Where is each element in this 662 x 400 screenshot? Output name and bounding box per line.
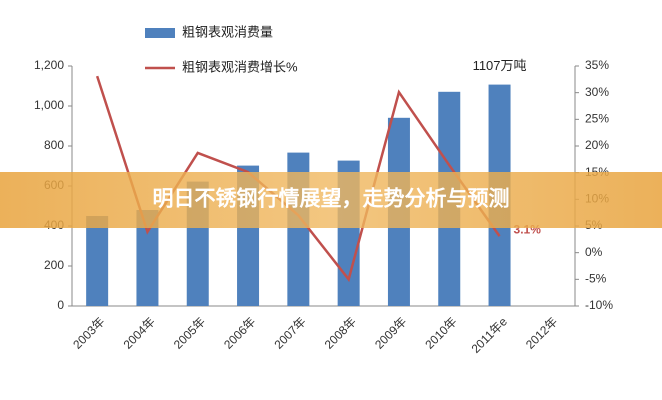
legend-label: 粗钢表观消费增长% (182, 59, 298, 74)
y2-tick-label: -10% (585, 298, 613, 312)
y-tick-label: 200 (44, 258, 64, 272)
x-tick-label: 2004年 (121, 314, 158, 351)
bar (136, 210, 159, 306)
y2-tick-label: 25% (585, 112, 609, 126)
legend-label: 粗钢表观消费量 (182, 24, 273, 39)
y-tick-label: 0 (57, 298, 64, 312)
y-tick-label: 800 (44, 138, 64, 152)
y2-tick-label: 20% (585, 138, 609, 152)
x-tick-label: 2005年 (171, 314, 208, 351)
y-tick-label: 1,000 (34, 98, 64, 112)
y2-tick-label: -5% (585, 272, 607, 286)
x-tick-label: 2008年 (322, 314, 359, 351)
banner-title: 明日不锈钢行情展望，走势分析与预测 (153, 187, 510, 211)
x-tick-label: 2009年 (372, 314, 409, 351)
legend-swatch (145, 28, 175, 38)
y2-tick-label: 0% (585, 245, 603, 259)
x-tick-label: 2006年 (221, 314, 258, 351)
x-tick-label: 2011年e (469, 314, 511, 356)
x-tick-label: 2010年 (422, 314, 459, 351)
y2-tick-label: 30% (585, 85, 609, 99)
bar (86, 216, 109, 306)
x-tick-label: 2003年 (70, 314, 107, 351)
x-tick-label: 2007年 (271, 314, 308, 351)
data-label: 1107万吨 (473, 58, 527, 73)
y2-tick-label: 35% (585, 58, 609, 72)
x-tick-label: 2012年 (523, 314, 560, 351)
y-tick-label: 1,200 (34, 58, 64, 72)
banner (0, 172, 662, 228)
